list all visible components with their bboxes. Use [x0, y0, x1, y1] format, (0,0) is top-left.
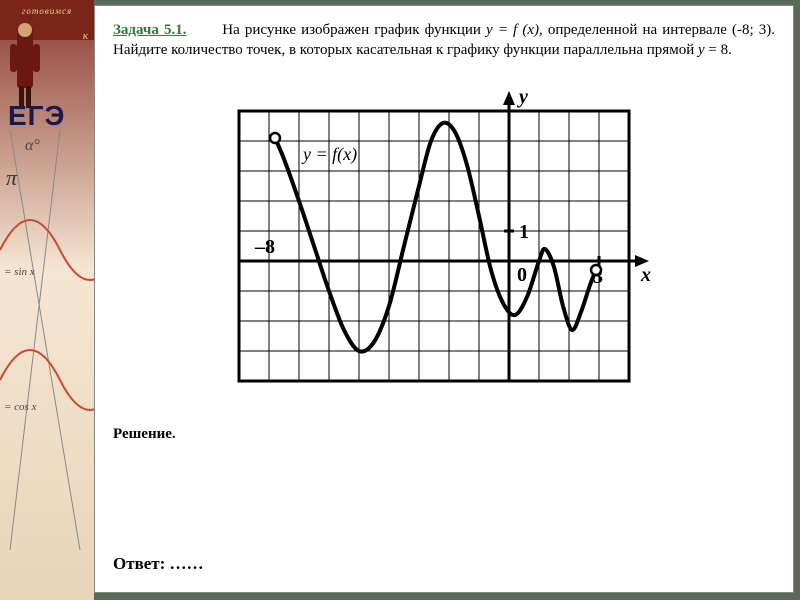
sidebar-graph-bg: α° π = sin x = cos x	[0, 130, 94, 600]
content-panel: Задача 5.1. На рисунке изображен график …	[94, 5, 794, 593]
svg-text:x: x	[640, 264, 651, 286]
answer-label: Ответ: ……	[113, 554, 204, 574]
svg-text:1: 1	[519, 221, 529, 243]
svg-text:–8: –8	[254, 236, 275, 258]
task-title: Задача 5.1.	[113, 22, 186, 38]
function-chart: yx03–81y = f(x)	[229, 81, 659, 391]
svg-text:0: 0	[517, 264, 527, 286]
ege-label: ЕГЭ	[8, 100, 65, 132]
svg-text:y: y	[517, 86, 528, 108]
svg-text:y = f(x): y = f(x)	[301, 144, 357, 165]
solution-label: Решение.	[113, 426, 775, 443]
chart-container: yx03–81y = f(x)	[113, 81, 775, 396]
sidebar-banner-text: готовимся	[22, 6, 72, 16]
task-body-1: На рисунке изображен график функции	[222, 22, 486, 38]
svg-text:= cos x: = cos x	[4, 401, 37, 413]
sidebar-figure	[5, 20, 45, 100]
task-line-eq: y	[698, 42, 705, 58]
svg-text:α°: α°	[25, 137, 40, 154]
task-text: Задача 5.1. На рисунке изображен график …	[113, 20, 775, 61]
task-func: y = f (x)	[486, 22, 539, 38]
sidebar: готовимся к ЕГЭ α° π = sin x = cos x	[0, 0, 94, 600]
task-body-3: = 8.	[705, 42, 732, 58]
svg-text:π: π	[6, 165, 18, 190]
sidebar-banner-text2: к	[83, 30, 88, 42]
svg-text:= sin x: = sin x	[4, 266, 35, 278]
